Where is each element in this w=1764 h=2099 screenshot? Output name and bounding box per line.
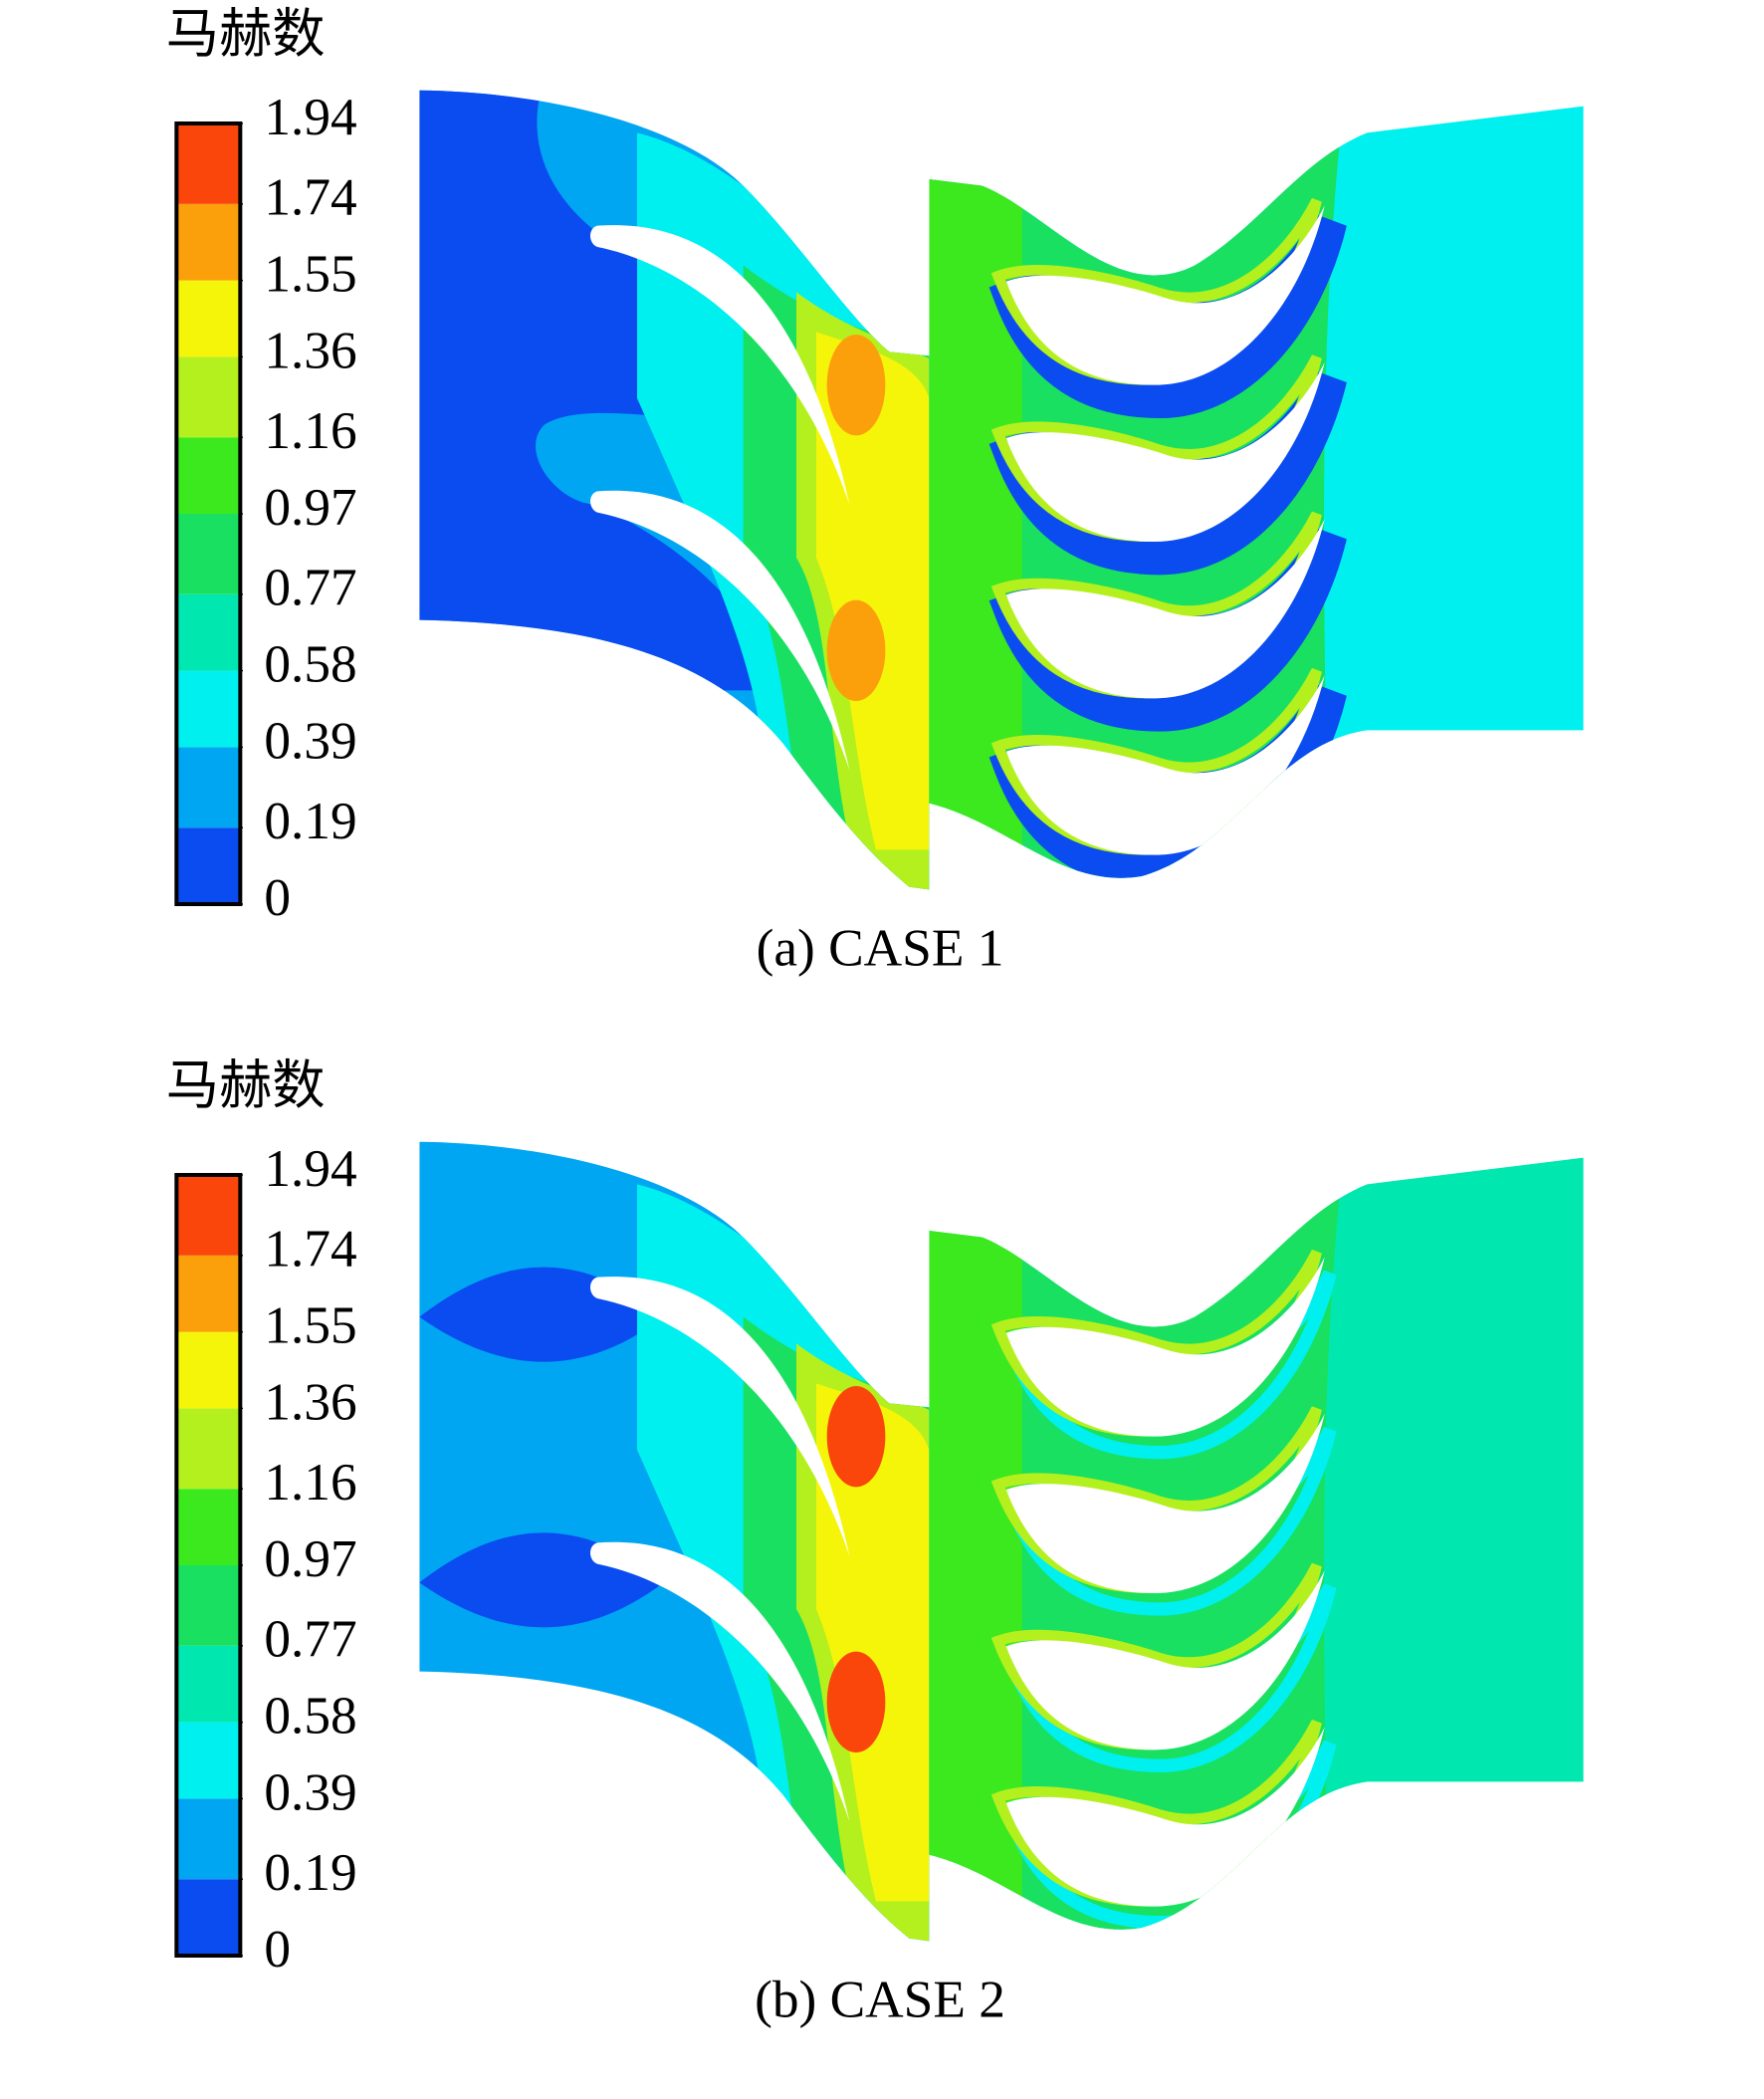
colorbar-band: [176, 827, 241, 904]
colorbar-tick-label: 1.94: [264, 1138, 356, 1198]
blade: [1005, 205, 1325, 385]
field-region: [826, 599, 886, 701]
colorbar-tick-label: 0.39: [264, 710, 356, 770]
colorbar-band: [176, 1798, 241, 1880]
caption: (b) CASE 2: [755, 1970, 1005, 2029]
colorbar-tick-label: 0.39: [264, 1761, 356, 1821]
colorbar-band: [176, 593, 241, 671]
colorbar-band: [176, 514, 241, 594]
blade: [590, 1277, 850, 1556]
colorbar-tick-label: 1.55: [264, 244, 356, 304]
colorbar-band: [176, 1565, 241, 1646]
colorbar-band: [176, 1255, 241, 1332]
blade: [1005, 1414, 1325, 1593]
colorbar-tick-label: 1.16: [264, 1452, 356, 1512]
colorbar-band: [176, 1879, 241, 1956]
colorbar-frame: [174, 121, 243, 906]
field-region: [826, 1386, 886, 1488]
colorbar-frame: [174, 1173, 243, 1958]
field-region: [929, 132, 1022, 878]
colorbar-band: [176, 1489, 241, 1565]
colorbar-band: [176, 280, 241, 357]
colorbar-tick-label: 1.16: [264, 400, 356, 460]
colorbar-tick-label: 0.97: [264, 1528, 356, 1588]
field-region: [826, 335, 886, 436]
colorbar-tick-label: 1.55: [264, 1295, 356, 1355]
caption: (a) CASE 1: [757, 918, 1004, 978]
blade: [1005, 1570, 1325, 1750]
colorbar-band: [176, 747, 241, 828]
colorbar-band: [176, 437, 241, 514]
panel: 马赫数 0 0.19 0.39 0.58 0.77 0.97 1.16 1.36 1.55 1.74…: [166, 2, 1584, 978]
blade: [590, 1541, 850, 1822]
colorbar-tick-label: 1.36: [264, 1371, 356, 1431]
colorbar-band: [176, 1408, 241, 1490]
colorbar-band: [176, 1331, 241, 1409]
colorbar-title: 马赫数: [166, 2, 326, 65]
blade: [1005, 362, 1325, 542]
rotor-field: [929, 1157, 1584, 1930]
colorbar-band: [176, 356, 241, 438]
stator-field: [419, 90, 930, 890]
blade: [1005, 519, 1325, 699]
field-region: [419, 90, 796, 691]
colorbar-tick-label: 0: [264, 1919, 291, 1979]
colorbar-band: [176, 1645, 241, 1723]
colorbar-tick-label: 0.19: [264, 791, 356, 850]
field-region: [929, 1184, 1022, 1930]
colorbar-tick-label: 0.97: [264, 477, 356, 537]
blade: [590, 490, 850, 771]
colorbar-band: [176, 123, 241, 204]
field-region: [816, 1383, 930, 1902]
colorbar-tick-label: 0.19: [264, 1842, 356, 1902]
blade: [590, 225, 850, 505]
colorbar-tick-label: 1.74: [264, 1219, 356, 1279]
colorbar-tick-label: 0.77: [264, 558, 356, 617]
colorbar-band: [176, 1722, 241, 1799]
field-region: [826, 1651, 886, 1752]
colorbar-tick-label: 0.58: [264, 1686, 356, 1746]
colorbar-tick-label: 1.36: [264, 320, 356, 379]
stator-field: [419, 1141, 930, 1942]
panel: 马赫数 0 0.19 0.39 0.58 0.77 0.97 1.16 1.36 1.55 1.74…: [166, 1053, 1584, 2029]
colorbar-title: 马赫数: [166, 1053, 326, 1116]
rotor-field: [929, 106, 1584, 878]
colorbar-tick-label: 0.77: [264, 1609, 356, 1669]
colorbar-tick-label: 1.74: [264, 167, 356, 227]
colorbar-tick-label: 0: [264, 867, 291, 927]
colorbar-band: [176, 1175, 241, 1256]
field-region: [816, 332, 930, 850]
blade: [1005, 1257, 1325, 1437]
colorbar-band: [176, 203, 241, 281]
colorbar-tick-label: 1.94: [264, 87, 356, 146]
colorbar-tick-label: 0.58: [264, 634, 356, 694]
colorbar-band: [176, 670, 241, 748]
